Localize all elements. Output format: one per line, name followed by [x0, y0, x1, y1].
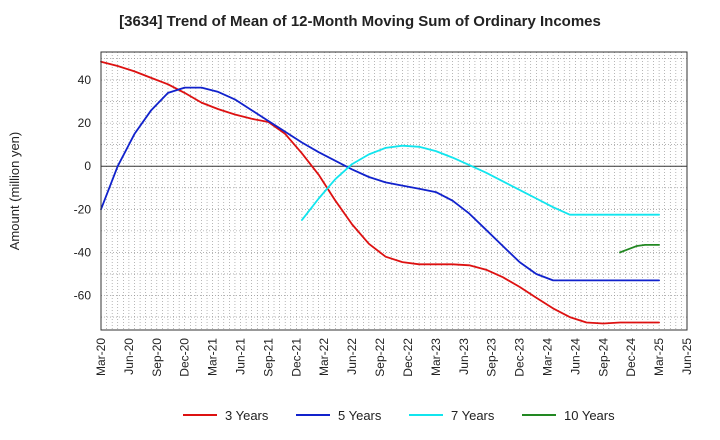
y-tick-label: -20	[74, 202, 92, 216]
y-tick-label: 0	[84, 159, 91, 173]
plot-frame	[100, 51, 688, 331]
x-tick-label: Jun-20	[122, 338, 136, 375]
y-tick-label: 20	[78, 116, 92, 130]
x-tick-label: Sep-20	[150, 338, 164, 377]
x-tick-label: Mar-25	[652, 338, 666, 376]
x-tick-label: Dec-22	[401, 338, 415, 377]
x-tick-label: Mar-23	[429, 338, 443, 376]
x-tick-label: Sep-21	[261, 338, 275, 377]
series-line-3-years	[100, 60, 660, 325]
x-tick-label: Jun-21	[234, 338, 248, 375]
x-tick-label: Mar-21	[206, 338, 220, 376]
chart-title: [3634] Trend of Mean of 12-Month Moving …	[119, 13, 601, 30]
x-tick-label: Sep-22	[373, 338, 387, 377]
x-tick-label: Jun-23	[457, 338, 471, 375]
y-tick-labels: 40 20 0 -20 -40 -60	[74, 73, 92, 303]
x-tick-label: Mar-22	[317, 338, 331, 376]
x-tick-label: Jun-24	[568, 338, 582, 375]
y-axis-title: Amount (million yen)	[7, 132, 22, 251]
y-tick-label: -40	[74, 245, 92, 259]
x-tick-label: Jun-25	[680, 338, 694, 375]
x-tick-label: Mar-24	[540, 338, 554, 376]
series-line-7-years	[300, 144, 660, 222]
y-tick-label: 40	[78, 73, 92, 87]
x-tick-label: Sep-24	[596, 338, 610, 377]
y-tick-label: -60	[74, 289, 92, 303]
x-tick-label: Dec-21	[289, 338, 303, 377]
x-tick-label: Dec-20	[178, 338, 192, 377]
legend-label: 10 Years	[564, 408, 615, 423]
x-tick-labels: Mar-20 Jun-20 Sep-20 Dec-20 Mar-21 Jun-21 Sep-…	[94, 338, 694, 377]
legend-label: 7 Years	[451, 408, 495, 423]
x-tick-label: Dec-23	[513, 338, 527, 377]
legend-label: 5 Years	[338, 408, 382, 423]
legend: 3 Years 5 Years 7 Years 10 Years	[183, 408, 615, 423]
x-tick-label: Mar-20	[94, 338, 108, 376]
grid-layer	[101, 52, 687, 330]
x-tick-label: Dec-24	[624, 338, 638, 377]
series-layer	[100, 60, 660, 325]
x-tick-label: Jun-22	[345, 338, 359, 375]
series-line-10-years	[619, 243, 660, 254]
series-line-5-years	[100, 86, 660, 282]
x-tick-label: Sep-23	[485, 338, 499, 377]
legend-label: 3 Years	[225, 408, 269, 423]
